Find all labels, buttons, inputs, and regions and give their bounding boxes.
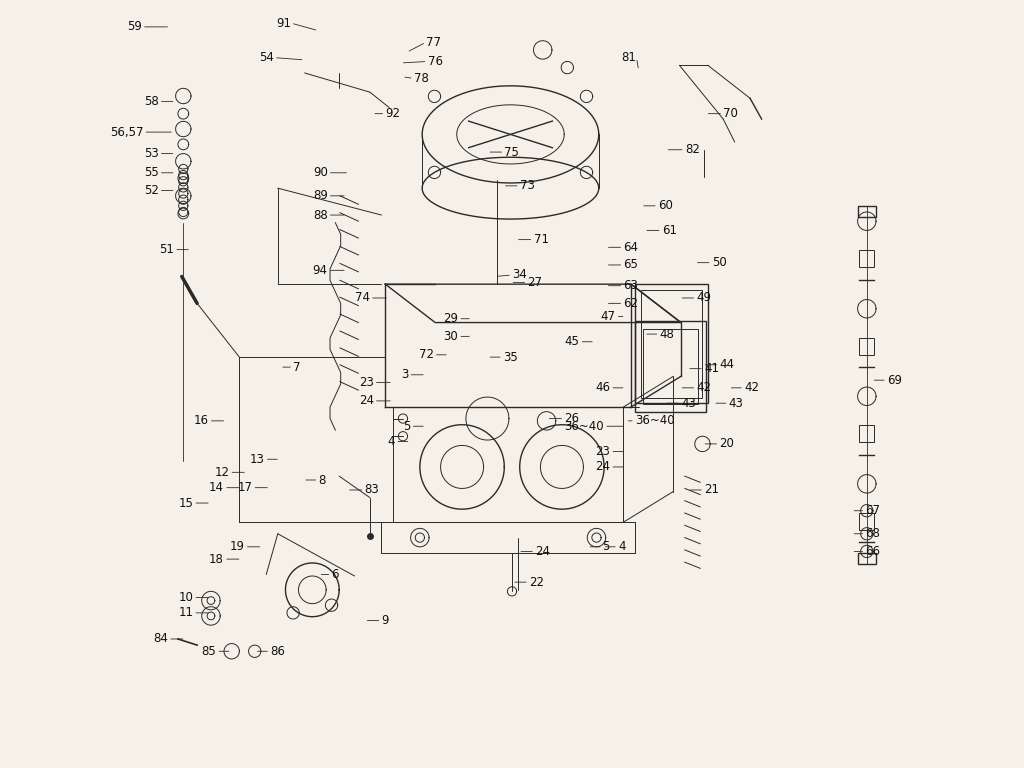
Text: 36~40: 36~40 xyxy=(564,420,604,432)
Text: 54: 54 xyxy=(259,51,274,64)
Text: 8: 8 xyxy=(318,474,326,486)
Text: 43: 43 xyxy=(729,397,743,409)
Text: 91: 91 xyxy=(275,17,291,29)
Text: 7: 7 xyxy=(293,361,301,373)
Bar xyxy=(857,206,876,217)
Bar xyxy=(635,284,708,403)
Text: 68: 68 xyxy=(865,528,881,540)
Text: 41: 41 xyxy=(705,362,719,375)
Text: 50: 50 xyxy=(712,257,726,269)
Text: 26: 26 xyxy=(564,412,580,425)
Text: 29: 29 xyxy=(443,313,459,325)
Text: 49: 49 xyxy=(696,292,712,304)
Text: 24: 24 xyxy=(595,461,610,473)
Text: 88: 88 xyxy=(313,209,328,221)
Text: 3: 3 xyxy=(401,369,409,381)
Text: 60: 60 xyxy=(657,200,673,212)
Text: 35: 35 xyxy=(503,351,517,363)
Text: 66: 66 xyxy=(865,545,881,558)
Text: 73: 73 xyxy=(520,180,535,192)
Text: 5: 5 xyxy=(602,541,610,553)
Text: 5: 5 xyxy=(403,420,411,432)
Text: 58: 58 xyxy=(144,95,159,108)
Text: 69: 69 xyxy=(887,374,902,386)
Text: 90: 90 xyxy=(312,167,328,179)
Text: 6: 6 xyxy=(332,568,339,581)
Bar xyxy=(641,290,702,398)
Text: 46: 46 xyxy=(595,382,610,394)
Text: 47: 47 xyxy=(601,310,615,323)
Text: 20: 20 xyxy=(719,438,734,450)
Text: 89: 89 xyxy=(312,190,328,202)
Text: 36~40: 36~40 xyxy=(635,415,675,427)
Text: 44: 44 xyxy=(719,359,734,371)
Text: 52: 52 xyxy=(143,184,159,197)
Text: 77: 77 xyxy=(426,36,441,48)
Text: 64: 64 xyxy=(624,241,638,253)
Text: 48: 48 xyxy=(659,328,675,340)
Text: 34: 34 xyxy=(512,269,527,281)
Text: 78: 78 xyxy=(414,72,429,84)
Text: 43: 43 xyxy=(681,397,696,409)
Text: 15: 15 xyxy=(178,497,194,509)
Text: 83: 83 xyxy=(365,484,379,496)
Text: 45: 45 xyxy=(564,336,580,348)
Text: 23: 23 xyxy=(358,376,374,389)
Text: 94: 94 xyxy=(312,264,328,276)
Text: 24: 24 xyxy=(535,545,550,558)
Text: 61: 61 xyxy=(662,224,677,237)
Text: 92: 92 xyxy=(385,108,400,120)
Text: 72: 72 xyxy=(419,349,434,361)
Bar xyxy=(857,553,876,564)
Bar xyxy=(859,338,874,355)
Text: 63: 63 xyxy=(624,280,638,292)
Text: 76: 76 xyxy=(428,55,442,68)
Text: 86: 86 xyxy=(270,645,285,657)
Text: 56,57: 56,57 xyxy=(110,126,143,138)
Text: 51: 51 xyxy=(159,243,174,256)
Text: 70: 70 xyxy=(723,108,738,120)
Text: 71: 71 xyxy=(534,233,549,246)
Text: 14: 14 xyxy=(209,482,224,494)
Text: 16: 16 xyxy=(194,415,209,427)
Text: 24: 24 xyxy=(358,395,374,407)
Text: 4: 4 xyxy=(388,435,395,448)
Text: 42: 42 xyxy=(743,382,759,394)
Text: 9: 9 xyxy=(381,614,389,627)
Text: 22: 22 xyxy=(528,576,544,588)
Text: 81: 81 xyxy=(622,51,637,64)
Text: 13: 13 xyxy=(250,453,264,465)
Text: 84: 84 xyxy=(153,633,168,645)
Bar xyxy=(859,425,874,442)
Text: 23: 23 xyxy=(595,445,610,458)
Text: 19: 19 xyxy=(229,541,245,553)
Text: 11: 11 xyxy=(178,607,194,619)
Text: 53: 53 xyxy=(144,147,159,160)
Text: 82: 82 xyxy=(685,144,699,156)
Bar xyxy=(859,250,874,267)
Text: 4: 4 xyxy=(618,541,626,553)
Text: 85: 85 xyxy=(202,645,216,657)
Text: 21: 21 xyxy=(705,484,719,496)
Text: 74: 74 xyxy=(355,292,370,304)
Text: 59: 59 xyxy=(127,21,141,33)
Text: 55: 55 xyxy=(144,167,159,179)
Bar xyxy=(859,513,874,530)
Text: 10: 10 xyxy=(178,591,194,604)
Text: 62: 62 xyxy=(624,297,638,310)
Text: 65: 65 xyxy=(624,259,638,271)
Text: 67: 67 xyxy=(865,505,881,517)
Text: 17: 17 xyxy=(238,482,252,494)
Bar xyxy=(643,329,698,404)
Text: 12: 12 xyxy=(214,466,229,478)
Text: 42: 42 xyxy=(696,382,712,394)
Text: 27: 27 xyxy=(527,276,543,289)
Text: 75: 75 xyxy=(504,146,519,158)
Text: 18: 18 xyxy=(209,553,224,565)
Text: 30: 30 xyxy=(443,330,459,343)
Bar xyxy=(635,321,706,412)
